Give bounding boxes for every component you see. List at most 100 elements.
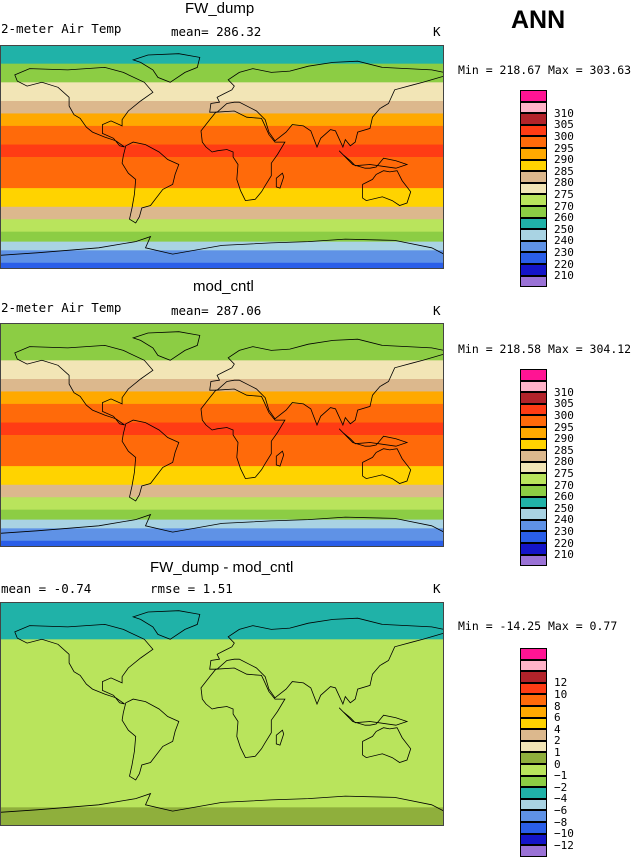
panel-1-title: FW_dump — [185, 0, 255, 17]
panel-1-mean-label: mean= 286.32 — [171, 24, 262, 39]
colorbar-swatch — [520, 171, 547, 183]
colorbar-tick-label: 280 — [554, 455, 574, 469]
coastline-africa — [200, 388, 286, 480]
colorbar-tick-label: 270 — [554, 199, 574, 213]
colorbar-swatch — [520, 740, 547, 753]
coastline-indonesia — [338, 707, 409, 726]
colorbar-tick-label: 280 — [554, 176, 574, 190]
coastline-north-america — [14, 66, 154, 148]
panel-3-minmax: Min = -14.25 Max = 0.77 — [458, 619, 618, 633]
colorbar-swatch — [520, 543, 547, 555]
colorbar-swatch — [520, 392, 547, 404]
colorbar-tick-label: 305 — [554, 397, 574, 411]
coastline-africa — [200, 110, 286, 202]
colorbar-tick-label: 310 — [554, 385, 574, 399]
panel-1-contour-map — [0, 45, 444, 269]
colorbar-tick-label: 260 — [554, 211, 574, 225]
colorbar-swatch — [520, 659, 547, 672]
coastline-indonesia — [338, 428, 409, 447]
colorbar-tick-label: −8 — [554, 815, 568, 829]
colorbar-tick-label: 230 — [554, 245, 574, 259]
map-frame — [0, 602, 444, 826]
colorbar-tick-label: 285 — [554, 443, 574, 457]
colorbar-swatch — [520, 798, 547, 811]
contour-band — [0, 113, 444, 127]
colorbar-swatch — [520, 438, 547, 451]
colorbar-swatch — [520, 124, 547, 137]
coastline-south-america — [121, 141, 180, 224]
contour-band — [0, 528, 444, 542]
coastline-australia — [362, 727, 412, 763]
colorbar-swatch — [520, 450, 547, 462]
colorbar-swatch — [520, 729, 547, 741]
colorbar-tick-label: 275 — [554, 466, 574, 480]
colorbar-tick-label: −12 — [554, 838, 574, 852]
contour-band — [0, 63, 444, 83]
contour-band — [0, 206, 444, 220]
contour-band — [0, 540, 444, 547]
contour-band — [0, 435, 444, 449]
colorbar-swatch — [520, 519, 547, 532]
colorbar-tick-label: 260 — [554, 490, 574, 504]
colorbar-tick-label: 270 — [554, 478, 574, 492]
colorbar-tick-label: 290 — [554, 432, 574, 446]
colorbar-swatch — [520, 275, 547, 288]
panel-1-minmax: Min = 218.67 Max = 303.63 — [458, 63, 632, 77]
contour-band — [0, 788, 444, 808]
colorbar-tick-label: 290 — [554, 153, 574, 167]
colorbar-swatch — [520, 90, 547, 102]
colorbar-swatch — [520, 810, 547, 822]
panel-2-minmax: Min = 218.58 Max = 304.12 — [458, 342, 632, 356]
colorbar-swatch — [520, 194, 547, 206]
colorbar-swatch — [520, 845, 547, 857]
colorbar-swatch — [520, 752, 547, 764]
colorbar-swatch — [520, 787, 547, 799]
colorbar-tick-label: 2 — [554, 734, 561, 748]
colorbar-tick-label: 1 — [554, 745, 561, 759]
colorbar-tick-label: 250 — [554, 222, 574, 236]
coastline-greenland — [131, 53, 201, 83]
colorbar-tick-label: 300 — [554, 129, 574, 143]
colorbar-swatch — [520, 485, 547, 497]
colorbar-swatch — [520, 101, 547, 114]
coastline-south-america — [121, 698, 180, 781]
panel-3-title: FW_dump - mod_cntl — [150, 559, 294, 576]
colorbar-tick-label: 285 — [554, 164, 574, 178]
colorbar-swatch — [520, 833, 547, 846]
colorbar-swatch — [520, 531, 547, 543]
coastline-australia — [362, 448, 412, 484]
coastline-north-america — [14, 623, 154, 705]
coastline-madagascar — [275, 172, 285, 189]
contour-band — [0, 422, 444, 436]
contour-band — [0, 714, 444, 752]
colorbar-swatch — [520, 206, 547, 218]
colorbar-swatch — [520, 706, 547, 718]
colorbar-swatch — [520, 764, 547, 776]
colorbar-swatch — [520, 473, 547, 485]
colorbar-tick-label: 250 — [554, 501, 574, 515]
colorbar-tick-label: −10 — [554, 827, 574, 841]
colorbar-tick-label: 305 — [554, 118, 574, 132]
coastline-north-america — [14, 344, 154, 426]
contour-band — [0, 807, 444, 826]
contour-band — [0, 188, 444, 208]
coastline-africa — [200, 667, 286, 759]
colorbar-tick-label: −6 — [554, 803, 568, 817]
contour-band — [0, 639, 444, 659]
colorbar-tick-label: 220 — [554, 257, 574, 271]
colorbar-tick-label: 310 — [554, 106, 574, 120]
colorbar-tick-label: 10 — [554, 687, 568, 701]
contour-band — [0, 231, 444, 243]
coastline-madagascar — [275, 450, 285, 467]
colorbar-swatch — [520, 113, 547, 125]
contour-band — [0, 144, 444, 158]
contour-band — [0, 447, 444, 467]
colorbar-tick-label: 300 — [554, 408, 574, 422]
map-frame — [0, 323, 444, 547]
contour-band — [0, 620, 444, 640]
panel-3-units-label: K — [433, 581, 441, 596]
colorbar-swatch — [520, 148, 547, 160]
panel-2-units-label: K — [433, 303, 441, 318]
colorbar-tick-label: 4 — [554, 722, 561, 736]
colorbar-swatch — [520, 182, 547, 195]
